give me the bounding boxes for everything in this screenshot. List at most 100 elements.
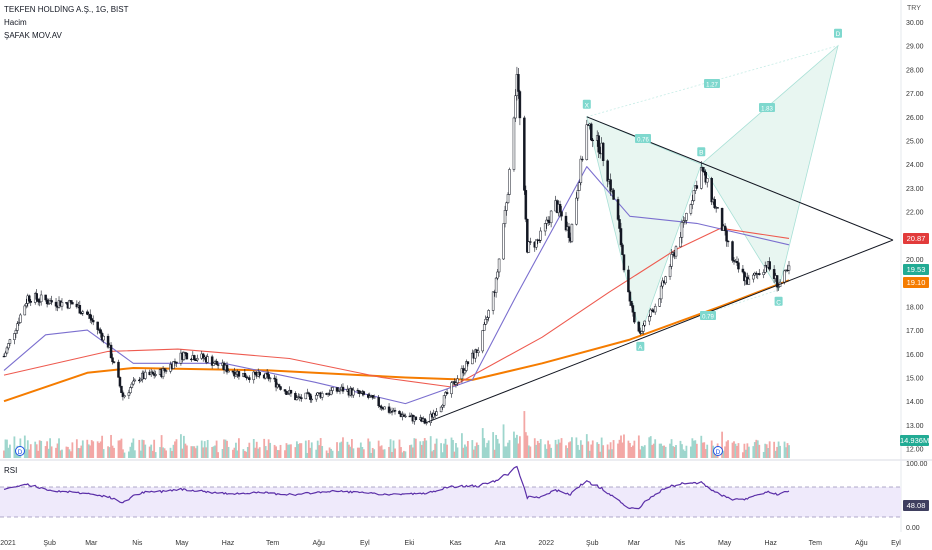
volume-bar bbox=[404, 451, 407, 458]
volume-bar bbox=[578, 449, 581, 458]
volume-bar bbox=[585, 434, 588, 458]
candle-body bbox=[5, 347, 9, 354]
candle-body bbox=[768, 261, 771, 270]
volume-bar bbox=[306, 452, 309, 458]
time-tick-label: Eyl bbox=[360, 540, 370, 547]
volume-bar bbox=[141, 439, 144, 458]
candle-body bbox=[494, 277, 498, 293]
dividend-marker[interactable]: D bbox=[713, 446, 723, 457]
candle-body bbox=[132, 380, 135, 385]
candle-body bbox=[335, 387, 339, 392]
ma-legend[interactable]: ŞAFAK MOV.AV bbox=[4, 31, 62, 40]
volume-bar bbox=[694, 440, 697, 458]
volume-bar bbox=[61, 449, 63, 458]
volume-bar bbox=[524, 432, 527, 458]
volume-bar bbox=[700, 435, 703, 458]
candle-body bbox=[627, 269, 630, 293]
volume-bar bbox=[44, 446, 47, 458]
volume-bar bbox=[318, 445, 321, 458]
candle-body bbox=[529, 241, 532, 243]
volume-bar bbox=[684, 450, 686, 458]
volume-bar bbox=[193, 446, 196, 458]
volume-bar bbox=[681, 444, 683, 458]
volume-bar bbox=[328, 447, 331, 458]
volume-bar bbox=[275, 446, 277, 458]
candle-body bbox=[631, 305, 635, 313]
candle-body bbox=[201, 353, 205, 359]
price-tick-label: 30.00 bbox=[906, 20, 924, 27]
volume-bar bbox=[569, 441, 572, 458]
volume-bar bbox=[596, 442, 599, 458]
volume-bar bbox=[350, 439, 353, 458]
candle-body bbox=[383, 406, 386, 410]
candle-body bbox=[564, 215, 568, 231]
volume-bar bbox=[26, 440, 29, 458]
candle-body bbox=[691, 200, 694, 205]
volume-bar bbox=[768, 441, 771, 458]
price-tick-label: 15.00 bbox=[906, 376, 924, 383]
volume-bar bbox=[507, 442, 509, 458]
volume-bar bbox=[246, 447, 249, 458]
pattern-point-label: C bbox=[776, 299, 781, 306]
candle-body bbox=[787, 265, 791, 271]
volume-bar bbox=[138, 439, 141, 458]
tag-rsi: 48.08 bbox=[903, 500, 929, 511]
volume-bar bbox=[568, 442, 570, 458]
price-candles bbox=[2, 66, 791, 426]
pattern-point-badge bbox=[582, 99, 591, 109]
volume-bar bbox=[410, 444, 413, 458]
candle-body bbox=[463, 370, 467, 374]
volume-bar bbox=[273, 444, 276, 458]
price-tick-label: 26.00 bbox=[906, 115, 924, 122]
volume-bar bbox=[400, 447, 402, 458]
candle-body bbox=[649, 309, 652, 317]
candle-body bbox=[45, 299, 49, 305]
price-axis[interactable]: 30.00 29.00 28.00 27.00 26.00 25.00 24.00 23.00… bbox=[906, 20, 928, 532]
volume-bar bbox=[526, 435, 529, 458]
price-tick-label: 27.00 bbox=[906, 91, 924, 98]
volume-bar bbox=[206, 439, 209, 458]
symbol-title[interactable]: TEKFEN HOLDİNG A.Ş., 1G, BIST bbox=[4, 5, 129, 14]
candle-body bbox=[387, 406, 391, 413]
volume-bar bbox=[599, 451, 602, 458]
candle-body bbox=[705, 178, 709, 183]
rsi-title[interactable]: RSI bbox=[4, 466, 18, 475]
volume-bar bbox=[435, 438, 438, 458]
volume-bar bbox=[725, 441, 728, 458]
volume-bar bbox=[576, 444, 579, 458]
candle-body bbox=[127, 392, 131, 396]
candle-body bbox=[8, 339, 12, 344]
candle-body bbox=[606, 160, 609, 182]
candle-body bbox=[456, 378, 459, 384]
dividend-marker[interactable]: D bbox=[15, 446, 25, 457]
volume-bar bbox=[349, 446, 352, 458]
candle-body bbox=[273, 377, 276, 380]
volume-bar bbox=[475, 442, 478, 458]
time-tick-label: May bbox=[175, 540, 189, 547]
candle-body bbox=[112, 361, 116, 363]
volume-bar bbox=[98, 443, 101, 458]
volume-bar bbox=[703, 442, 706, 458]
volume-bar bbox=[75, 439, 78, 458]
volume-bar bbox=[440, 443, 443, 458]
candle-body bbox=[576, 190, 580, 199]
candle-body bbox=[193, 355, 196, 361]
volume-bar bbox=[65, 446, 68, 458]
volume-bar bbox=[517, 443, 520, 458]
time-axis[interactable]: 2021 Şub Mar Nis May Haz Tem Ağu Eyl Eki Kas Ara 202… bbox=[0, 540, 901, 547]
volume-bar bbox=[621, 442, 624, 458]
candle-body bbox=[523, 117, 526, 191]
candle-body bbox=[609, 179, 612, 192]
pattern-point-badge bbox=[697, 147, 706, 157]
candle-body bbox=[268, 377, 272, 380]
volume-bar bbox=[432, 449, 435, 458]
volume-legend[interactable]: Hacim bbox=[4, 18, 27, 27]
price-tick-label: 13.00 bbox=[906, 423, 924, 430]
volume-bar bbox=[300, 443, 303, 458]
volume-bar bbox=[321, 446, 324, 458]
candle-body bbox=[371, 395, 374, 399]
volume-bar bbox=[278, 450, 280, 458]
volume-bar bbox=[487, 440, 490, 458]
candle-body bbox=[497, 258, 501, 273]
